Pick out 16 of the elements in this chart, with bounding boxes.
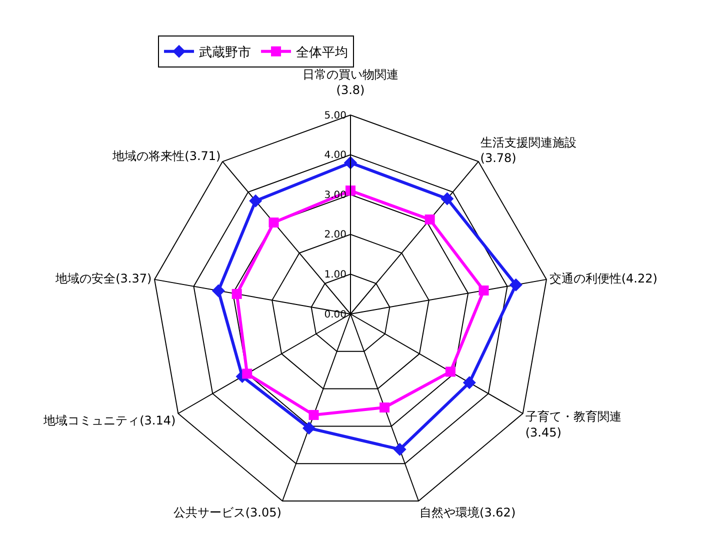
spoke-label: 生活支援関連施設 (3.78) — [480, 135, 576, 166]
legend-label: 全体平均 — [296, 45, 348, 60]
y-tick-label: 1.00 — [324, 269, 346, 280]
spoke-label: 公共サービス(3.05) — [173, 505, 282, 520]
spoke-label: 自然や環境(3.62) — [420, 505, 516, 520]
spoke-label: 地域の安全(3.37) — [54, 272, 152, 286]
spoke-label: 交通の利便性(4.22) — [549, 272, 658, 286]
spoke-label: 地域の将来性(3.71) — [112, 149, 221, 164]
y-tick-label: 2.00 — [324, 230, 346, 241]
legend-label: 武蔵野市 — [199, 45, 252, 60]
y-tick-label: 4.00 — [324, 150, 346, 162]
spoke-label: 地域コミュニティ(3.14) — [42, 414, 176, 428]
y-tick-label: 0.00 — [324, 309, 346, 320]
spoke-label: 日常の買い物関連 (3.8) — [302, 68, 398, 98]
spoke-label: 子育て・教育関連 (3.45) — [525, 410, 622, 440]
y-tick-label: 5.00 — [324, 110, 346, 122]
